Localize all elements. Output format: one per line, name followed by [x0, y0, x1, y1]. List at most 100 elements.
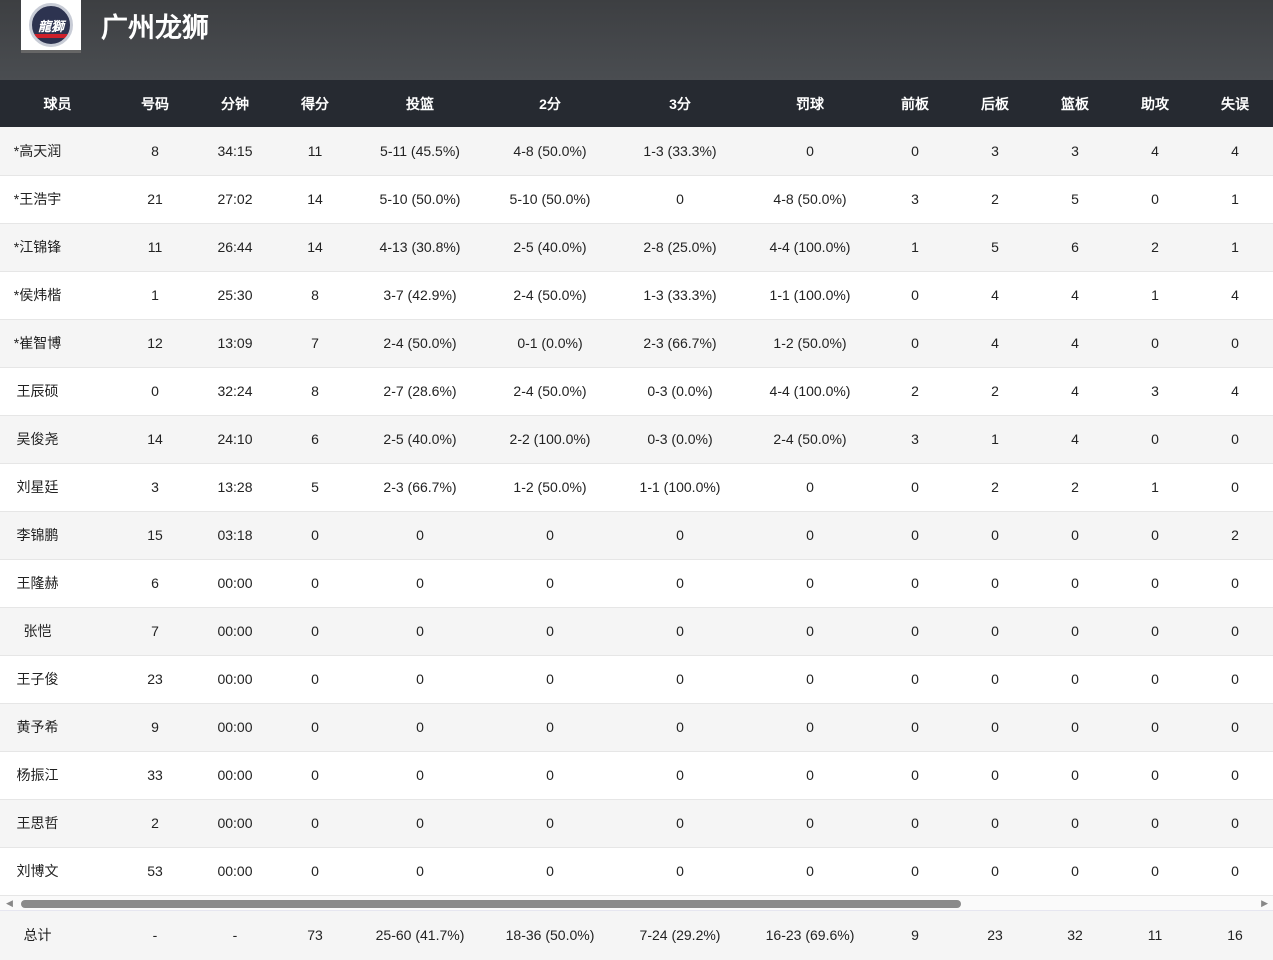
stat-cell: 0 [1115, 703, 1195, 752]
stat-cell: 0 [615, 175, 745, 224]
stat-cell: 0 [355, 799, 485, 848]
column-header[interactable]: 篮板 [1035, 80, 1115, 127]
stat-cell: 0 [275, 799, 355, 848]
column-header[interactable]: 2分 [485, 80, 615, 127]
stat-cell: 0 [1195, 319, 1273, 368]
stat-cell: 0 [1195, 655, 1273, 704]
totals-cell: 7-24 (29.2%) [615, 910, 745, 960]
stat-cell: 0 [745, 511, 875, 560]
stat-cell: 0 [955, 751, 1035, 800]
stat-cell: 0 [955, 559, 1035, 608]
stat-cell: 3 [875, 415, 955, 464]
stat-cell: 9 [115, 703, 195, 752]
table-row: 王隆赫 6 00:00 0 0 0 0 0 0 0 0 0 0 [0, 559, 1273, 608]
stat-cell: 0 [1035, 655, 1115, 704]
column-header[interactable]: 投篮 [355, 80, 485, 127]
stat-cell: 1 [875, 223, 955, 272]
stat-cell: 1-2 (50.0%) [485, 463, 615, 512]
stat-cell: 26:44 [195, 223, 275, 272]
column-header[interactable]: 罚球 [745, 80, 875, 127]
table-row: *王浩宇 21 27:02 14 5-10 (50.0%) 5-10 (50.0%) 0 4-… [0, 175, 1273, 224]
stat-cell: 0 [875, 559, 955, 608]
stat-cell: 00:00 [195, 655, 275, 704]
stat-cell: 0 [1115, 415, 1195, 464]
stat-cell: 0 [1035, 847, 1115, 896]
column-header[interactable]: 失误 [1195, 80, 1273, 127]
stat-cell: 00:00 [195, 751, 275, 800]
stat-cell: 0 [955, 703, 1035, 752]
horizontal-scrollbar[interactable]: ◀ ▶ [0, 895, 1273, 911]
stat-cell: 4 [1195, 367, 1273, 416]
column-header[interactable]: 得分 [275, 80, 355, 127]
table-row: 刘博文 53 00:00 0 0 0 0 0 0 0 0 0 0 [0, 847, 1273, 896]
stat-cell: 2-7 (28.6%) [355, 367, 485, 416]
stat-cell: 5 [955, 223, 1035, 272]
team-logo: 龍獅 [21, 0, 81, 53]
stat-cell: 00:00 [195, 799, 275, 848]
totals-cell: - [195, 910, 275, 960]
scroll-right-arrow-icon[interactable]: ▶ [1261, 897, 1268, 908]
stat-cell: 0 [355, 847, 485, 896]
stat-cell: 12 [115, 319, 195, 368]
stat-cell: 0 [875, 127, 955, 176]
stat-cell: 0 [875, 463, 955, 512]
table-row: 刘星廷 3 13:28 5 2-3 (66.7%) 1-2 (50.0%) 1-1 (100… [0, 463, 1273, 512]
stat-cell: 14 [275, 175, 355, 224]
table-row: 王辰硕 0 32:24 8 2-7 (28.6%) 2-4 (50.0%) 0-3 (0.0… [0, 367, 1273, 416]
stat-cell: 1 [955, 415, 1035, 464]
column-header[interactable]: 后板 [955, 80, 1035, 127]
stat-cell: 4 [1115, 127, 1195, 176]
player-name: *高天润 [0, 127, 115, 176]
player-name: 刘星廷 [0, 463, 115, 512]
stat-cell: 0 [745, 607, 875, 656]
stat-cell: 0 [275, 607, 355, 656]
scroll-left-arrow-icon[interactable]: ◀ [6, 897, 13, 908]
stat-cell: 0 [745, 463, 875, 512]
column-header[interactable]: 前板 [875, 80, 955, 127]
stat-cell: 8 [115, 127, 195, 176]
stat-cell: 1-2 (50.0%) [745, 319, 875, 368]
stat-cell: 2 [875, 367, 955, 416]
table-row: 王子俊 23 00:00 0 0 0 0 0 0 0 0 0 0 [0, 655, 1273, 704]
column-header[interactable]: 号码 [115, 80, 195, 127]
stat-cell: 2-4 (50.0%) [355, 319, 485, 368]
stat-cell: 1-3 (33.3%) [615, 127, 745, 176]
totals-cell: 16-23 (69.6%) [745, 910, 875, 960]
stat-cell: 2-5 (40.0%) [355, 415, 485, 464]
stat-cell: 11 [275, 127, 355, 176]
stat-cell: 0 [485, 655, 615, 704]
stat-cell: 13:28 [195, 463, 275, 512]
stat-cell: 00:00 [195, 703, 275, 752]
stat-cell: 0 [875, 799, 955, 848]
scrollbar-thumb[interactable] [21, 899, 961, 908]
stat-cell: 11 [115, 223, 195, 272]
stat-cell: 8 [275, 367, 355, 416]
player-name: 王辰硕 [0, 367, 115, 416]
stat-cell: 00:00 [195, 607, 275, 656]
stat-cell: 2-4 (50.0%) [745, 415, 875, 464]
stat-cell: 1 [1195, 175, 1273, 224]
table-row: 杨振江 33 00:00 0 0 0 0 0 0 0 0 0 0 [0, 751, 1273, 800]
column-header[interactable]: 3分 [615, 80, 745, 127]
stat-cell: 0 [355, 703, 485, 752]
stat-cell: 0 [745, 559, 875, 608]
stat-cell: 4 [1035, 415, 1115, 464]
column-header[interactable]: 助攻 [1115, 80, 1195, 127]
player-name: *王浩宇 [0, 175, 115, 224]
stat-cell: 1 [1115, 463, 1195, 512]
stat-cell: 0 [615, 847, 745, 896]
stat-cell: 1-3 (33.3%) [615, 271, 745, 320]
stat-cell: 3 [115, 463, 195, 512]
column-header[interactable]: 分钟 [195, 80, 275, 127]
stat-cell: 0 [355, 559, 485, 608]
column-header[interactable]: 球员 [0, 80, 115, 127]
table-header: 球员 号码 分钟 得分 投篮 2分 3分 罚球 前板 后板 篮板 助攻 失误 [0, 80, 1273, 127]
stat-cell: 0 [745, 847, 875, 896]
stat-cell: 3 [1115, 367, 1195, 416]
table-row: *侯炜楷 1 25:30 8 3-7 (42.9%) 2-4 (50.0%) 1-3 (33… [0, 271, 1273, 320]
stat-cell: 0 [275, 655, 355, 704]
table-row: *崔智博 12 13:09 7 2-4 (50.0%) 0-1 (0.0%) 2-3 (66… [0, 319, 1273, 368]
stat-cell: 3-7 (42.9%) [355, 271, 485, 320]
stat-cell: 0 [1195, 751, 1273, 800]
stats-table-container: 球员 号码 分钟 得分 投篮 2分 3分 罚球 前板 后板 篮板 助攻 失误 *高天润 8 34:15 11 5… [0, 80, 1273, 896]
